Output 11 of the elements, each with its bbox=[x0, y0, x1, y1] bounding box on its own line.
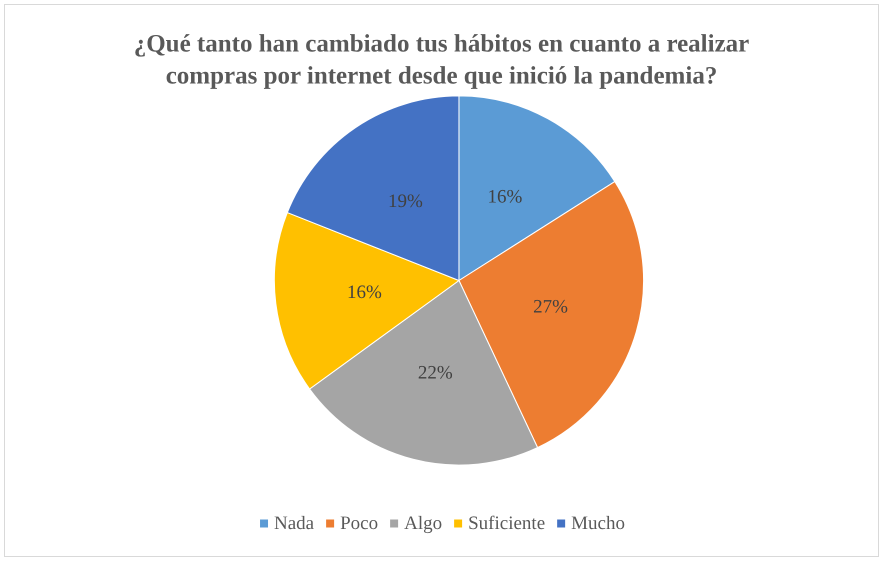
legend-label: Nada bbox=[274, 513, 315, 534]
legend-label: Poco bbox=[340, 513, 378, 534]
legend-label: Algo bbox=[404, 513, 442, 534]
data-label: 16% bbox=[487, 186, 522, 208]
legend-label: Suficiente bbox=[468, 513, 546, 534]
data-label: 27% bbox=[533, 296, 568, 318]
legend-label: Mucho bbox=[571, 513, 625, 534]
chart-title: ¿Qué tanto han cambiado tus hábitos en cuanto a realizar compras por internet desde que inició la pandemia? bbox=[134, 30, 750, 90]
data-label: 16% bbox=[347, 282, 382, 303]
data-label: 19% bbox=[388, 191, 423, 212]
data-label: 22% bbox=[418, 362, 453, 384]
